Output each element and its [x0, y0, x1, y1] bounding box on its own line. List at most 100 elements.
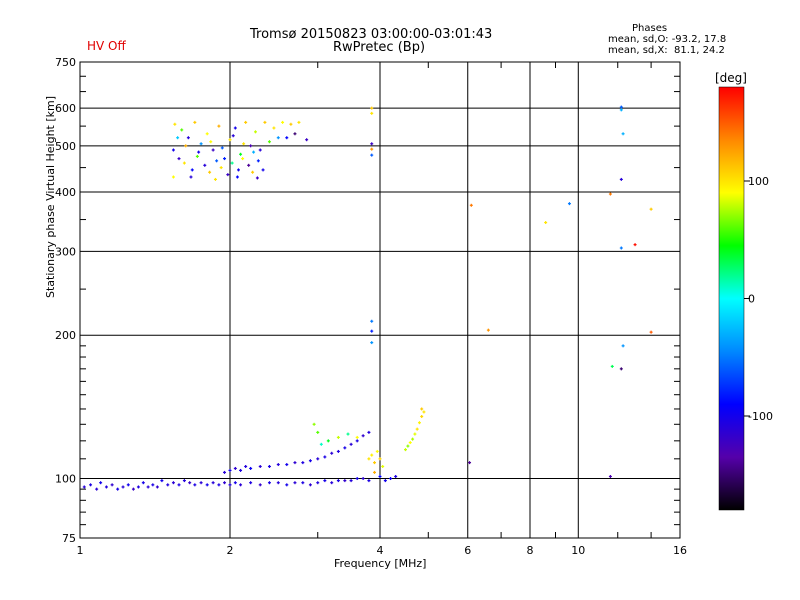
data-point: [312, 422, 316, 426]
data-point: [355, 439, 359, 443]
data-point: [355, 477, 359, 481]
data-point: [190, 168, 194, 172]
data-point: [422, 410, 426, 414]
data-point: [252, 150, 256, 154]
data-point: [258, 148, 262, 152]
data-point: [355, 435, 359, 439]
data-point: [378, 457, 382, 461]
data-point: [319, 442, 323, 446]
data-point: [486, 328, 490, 332]
data-point: [272, 126, 276, 130]
data-point: [415, 427, 419, 431]
data-point: [373, 461, 377, 465]
data-point: [370, 142, 374, 146]
data-point: [370, 147, 374, 151]
data-point: [177, 157, 181, 161]
data-point: [171, 148, 175, 152]
data-point: [394, 474, 398, 478]
colorbar-tick-label: 100: [748, 175, 769, 188]
data-point: [316, 457, 320, 461]
data-point: [370, 319, 374, 323]
data-point: [330, 481, 334, 485]
data-point: [420, 414, 424, 418]
data-point: [195, 154, 199, 158]
phases-x-stats: mean, sd,X: 81.1, 24.2: [608, 45, 725, 56]
data-point: [121, 485, 125, 489]
data-point: [289, 122, 293, 126]
data-point: [228, 468, 232, 472]
data-point: [367, 430, 371, 434]
data-point: [182, 479, 186, 483]
data-point: [468, 461, 472, 465]
data-point: [233, 466, 237, 470]
data-point: [205, 132, 209, 136]
data-point: [619, 246, 623, 250]
data-point: [349, 479, 353, 483]
data-point: [336, 449, 340, 453]
data-point: [258, 483, 262, 487]
data-point: [208, 170, 212, 174]
data-point: [316, 430, 320, 434]
grid-lines: [80, 62, 680, 538]
data-point: [285, 136, 289, 140]
data-point: [326, 439, 330, 443]
data-point: [131, 487, 135, 491]
data-point: [247, 163, 251, 167]
phases-title: Phases: [632, 23, 668, 34]
data-point: [95, 487, 99, 491]
data-point: [293, 132, 297, 136]
data-point: [367, 479, 371, 483]
data-point: [323, 479, 327, 483]
data-point: [308, 459, 312, 463]
data-points: [82, 105, 653, 491]
data-point: [235, 175, 239, 179]
data-point: [151, 483, 155, 487]
colorbar: [718, 86, 745, 511]
data-point: [251, 170, 255, 174]
data-point: [155, 485, 159, 489]
data-point: [619, 367, 623, 371]
data-point: [336, 435, 340, 439]
data-point: [323, 455, 327, 459]
data-point: [116, 487, 120, 491]
data-point: [199, 481, 203, 485]
data-point: [217, 483, 221, 487]
data-point: [367, 457, 371, 461]
y-ticks: 75 100 200 300 400 500 600 750: [55, 56, 680, 545]
data-point: [267, 140, 271, 144]
data-point: [370, 341, 374, 345]
data-point: [220, 146, 224, 150]
y-tick-label: 500: [55, 140, 76, 153]
colorbar-unit-label: [deg]: [715, 71, 747, 85]
x-tick-label: 16: [673, 544, 687, 557]
data-point: [199, 142, 203, 146]
colorbar-tick-label: 0: [748, 293, 755, 306]
data-point: [267, 481, 271, 485]
data-point: [361, 434, 365, 438]
data-point: [171, 175, 175, 179]
data-point: [406, 444, 410, 448]
data-point: [176, 136, 180, 140]
y-tick-label: 100: [55, 473, 76, 486]
data-point: [184, 144, 188, 148]
data-point: [244, 120, 248, 124]
data-point: [370, 329, 374, 333]
data-point: [219, 166, 223, 170]
data-point: [293, 481, 297, 485]
data-point: [223, 481, 227, 485]
data-point: [110, 483, 114, 487]
data-point: [308, 483, 312, 487]
data-point: [215, 159, 219, 163]
data-point: [330, 451, 334, 455]
data-point: [146, 485, 150, 489]
phases-o-stats: mean, sd,O: -93.2, 17.8: [608, 34, 727, 45]
data-point: [633, 243, 637, 247]
data-point: [305, 138, 309, 142]
data-point: [285, 463, 289, 467]
colorbar-ticks: 100 0 -100: [744, 175, 773, 423]
data-point: [171, 481, 175, 485]
data-point: [193, 120, 197, 124]
data-point: [242, 142, 246, 146]
data-point: [375, 449, 379, 453]
data-point: [370, 106, 374, 110]
